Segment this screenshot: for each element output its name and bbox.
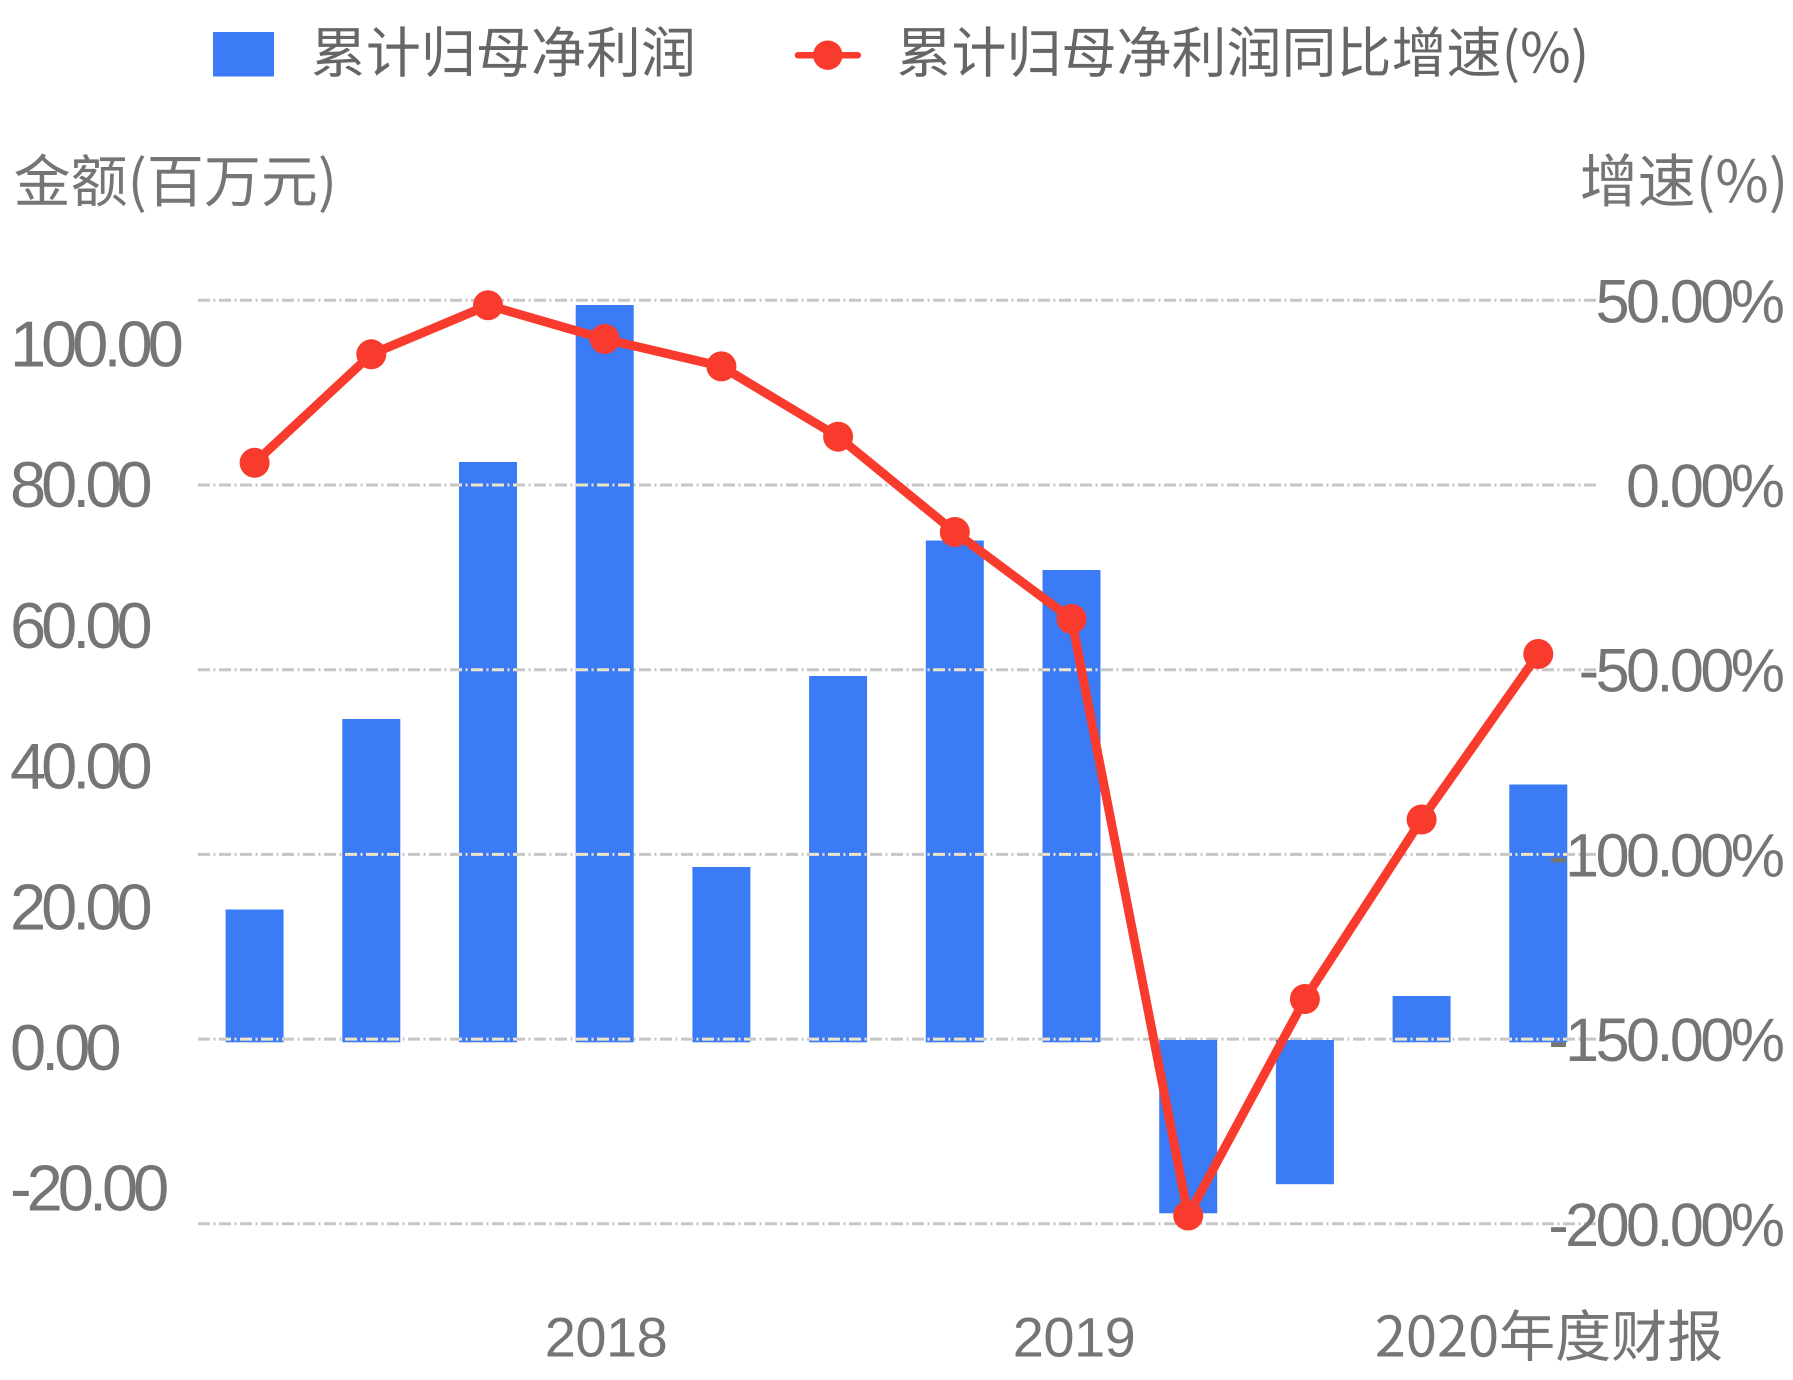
svg-text:80.00: 80.00	[10, 448, 151, 521]
svg-text:-100.00%: -100.00%	[1548, 821, 1783, 889]
svg-text:-200.00%: -200.00%	[1548, 1191, 1783, 1259]
svg-text:100.00: 100.00	[10, 308, 182, 381]
svg-text:2019: 2019	[1013, 1306, 1136, 1369]
svg-text:0.00%: 0.00%	[1626, 452, 1784, 520]
svg-text:-20.00: -20.00	[10, 1152, 167, 1225]
svg-text:-150.00%: -150.00%	[1548, 1006, 1783, 1074]
svg-text:0.00: 0.00	[10, 1011, 119, 1084]
svg-text:50.00%: 50.00%	[1596, 267, 1784, 335]
svg-text:-50.00%: -50.00%	[1579, 637, 1784, 705]
svg-text:20.00: 20.00	[10, 870, 151, 943]
svg-text:60.00: 60.00	[10, 589, 151, 662]
svg-text:40.00: 40.00	[10, 730, 151, 803]
svg-text:2018: 2018	[545, 1306, 668, 1369]
